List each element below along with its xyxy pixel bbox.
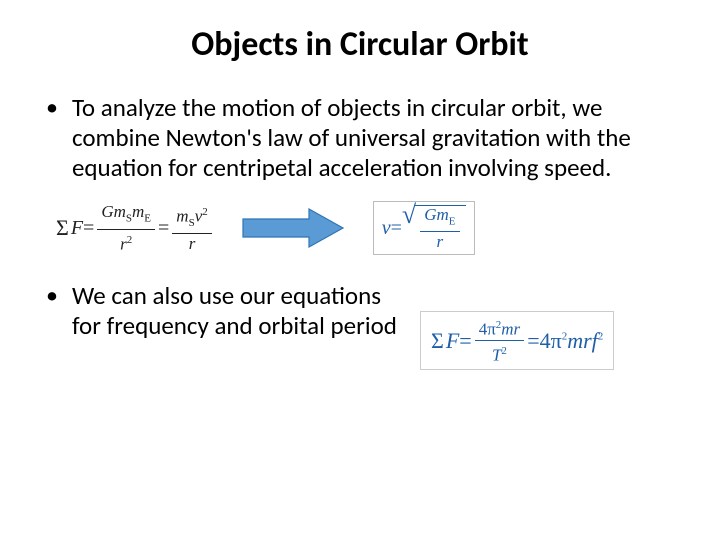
eq1-r-sq: 2: [127, 234, 133, 246]
bullet-mark-icon: •: [46, 93, 58, 123]
arrow-icon: [239, 205, 349, 251]
bullet-2-text: We can also use our equations for freque…: [72, 281, 410, 341]
eq1-frac1: GmSmE r2: [97, 203, 155, 253]
eq3-num: 4π2mr: [475, 316, 525, 341]
eq2-r: r: [437, 232, 444, 251]
eq1-Gm: Gm: [101, 202, 126, 221]
equation-period-frequency: Σ F = 4π2mr T2 = 4π2mrf2: [420, 311, 614, 369]
eq3-den: T2: [488, 341, 511, 365]
equation-force-gravity: Σ F = GmSmE r2 = mSv2 r: [56, 203, 215, 253]
bullet-1: • To analyze the motion of objects in ci…: [40, 93, 680, 183]
eq3-f-sq: 2: [598, 330, 604, 342]
eq3-mr: mr: [501, 320, 520, 339]
bullet-2-row: • We can also use our equations for freq…: [40, 281, 680, 369]
eq2-equals: =: [391, 217, 402, 240]
eq1-equals-1: =: [83, 217, 94, 240]
equation-orbital-speed: v = √ GmE r: [373, 201, 475, 255]
eq1-frac2: mSv2 r: [172, 203, 211, 253]
sigma-symbol: Σ: [56, 215, 69, 241]
eq1-m2: m: [176, 207, 188, 226]
eq3-F: F: [446, 328, 459, 354]
eq1-r2: r: [189, 234, 196, 253]
eq2-frac: GmE r: [420, 206, 459, 251]
eq2-Gm: Gm: [424, 205, 449, 224]
eq2-sqrt-body: GmE r: [414, 205, 465, 251]
eq3-sigma: Σ: [431, 328, 444, 354]
eq1-frac2-num: mSv2: [172, 203, 211, 234]
eq3-4pi: 4π: [479, 320, 496, 339]
bullet-mark-icon-2: •: [46, 281, 58, 311]
bullet-1-text: To analyze the motion of objects in circ…: [72, 93, 680, 183]
eq1-frac2-den: r: [185, 234, 200, 253]
arrow-shape: [243, 209, 343, 247]
eq1-equals-2: =: [158, 217, 169, 240]
eq3-frac: 4π2mr T2: [475, 316, 525, 364]
eq3-mrf: mrf: [567, 328, 598, 353]
eq3-T: T: [492, 346, 501, 365]
eq3-equals-1: =: [459, 328, 471, 354]
eq2-sqrt: √ GmE r: [402, 205, 466, 251]
eq3-rhs: 4π2mrf2: [540, 328, 604, 354]
slide-title: Objects in Circular Orbit: [40, 24, 680, 65]
eq1-m: m: [132, 202, 144, 221]
eq1-r1: r: [120, 234, 127, 253]
eq3-4pi-2: 4π: [540, 328, 562, 353]
eq1-v-sq: 2: [202, 206, 208, 218]
eq1-F: F: [71, 217, 83, 240]
eq3-equals-2: =: [527, 328, 539, 354]
eq1-frac1-den: r2: [116, 230, 136, 254]
equation-row-1: Σ F = GmSmE r2 = mSv2 r: [56, 201, 680, 255]
eq1-frac1-num: GmSmE: [97, 203, 155, 229]
equation-period-wrap: Σ F = 4π2mr T2 = 4π2mrf2: [410, 281, 680, 369]
eq2-v: v: [382, 217, 391, 240]
slide: Objects in Circular Orbit • To analyze t…: [0, 0, 720, 540]
bullet-2: • We can also use our equations for freq…: [40, 281, 410, 341]
eq2-den: r: [433, 232, 448, 251]
eq2-num: GmE: [420, 206, 459, 232]
eq3-T-sq: 2: [501, 345, 507, 357]
eq1-sub-E: E: [144, 213, 151, 225]
eq2-sub-E: E: [449, 215, 456, 227]
